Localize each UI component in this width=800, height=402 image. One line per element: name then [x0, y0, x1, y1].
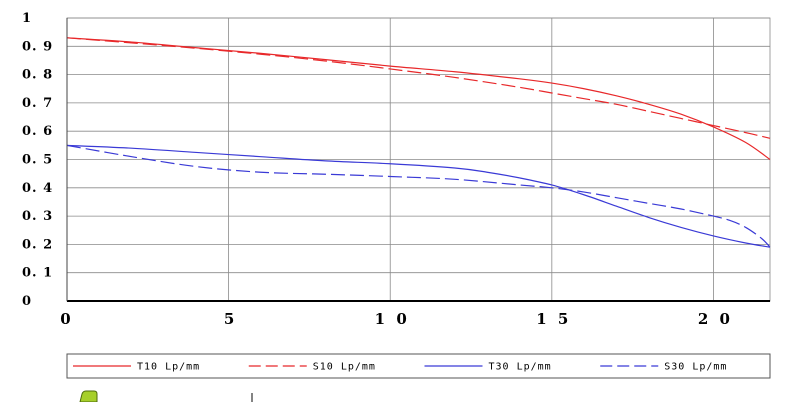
y-tick-label: 1: [22, 11, 32, 26]
y-tick-label: 0. 3: [22, 209, 53, 224]
x-tick-label: 1 5: [536, 310, 571, 328]
series-lines: [66, 37, 771, 248]
green-logo-shape: [79, 390, 98, 402]
grid: [66, 17, 771, 302]
series-line-3: [66, 144, 771, 248]
x-tick-label: 1 0: [375, 310, 410, 328]
x-tick-label: 2 0: [698, 310, 733, 328]
legend-label: S10 Lp/mm: [313, 362, 376, 373]
x-tick-label: 0: [60, 310, 73, 328]
series-line-2: [66, 37, 771, 139]
y-tick-label: 0. 6: [22, 124, 53, 139]
y-tick-label: 0: [22, 294, 32, 309]
axes: 0 0. 1 0. 2 0. 3 0. 4 0. 5 0. 6 0. 7 0. 8 0. 9 1 0 5…: [22, 11, 770, 328]
y-tick-label: 0. 5: [22, 153, 53, 168]
y-tick-label: 0. 7: [22, 96, 53, 111]
x-tick-label: 5: [224, 310, 237, 328]
legend-label: T30 Lp/mm: [489, 362, 552, 373]
y-tick-label: 0. 2: [22, 237, 53, 252]
y-tick-label: 0. 9: [22, 39, 53, 54]
legend: T10 Lp/mm S10 Lp/mm T30 Lp/mm S30 Lp/mm: [66, 353, 771, 379]
legend-label: T10 Lp/mm: [137, 362, 200, 373]
series-line-4: [66, 144, 771, 248]
y-tick-label: 0. 8: [22, 68, 53, 83]
y-tick-label: 0. 4: [22, 181, 53, 196]
partial-logo-area: [79, 390, 253, 402]
y-tick-label: 0. 1: [22, 266, 53, 281]
legend-label: S30 Lp/mm: [664, 362, 727, 373]
series-line-1: [66, 37, 771, 160]
